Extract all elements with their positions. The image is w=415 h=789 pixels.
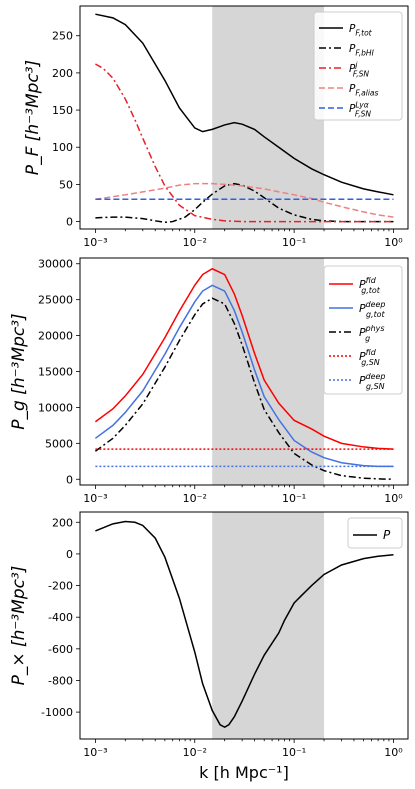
x-tick-label: 10⁻² xyxy=(183,746,207,759)
y-tick-label: -600 xyxy=(48,643,73,656)
y-tick-label: 30000 xyxy=(38,258,73,271)
legend-label: Pdeep g,SN xyxy=(359,372,385,391)
legend-label: Pj F,SN xyxy=(349,60,369,78)
y-tick-label: -200 xyxy=(48,580,73,593)
y-tick-label: -400 xyxy=(48,611,73,624)
legend-label: PF,tot xyxy=(349,23,373,38)
y-tick-label: 100 xyxy=(52,141,73,154)
series-line-1 xyxy=(94,267,394,450)
series-line-3 xyxy=(95,63,394,223)
x-tick-label: 10⁻² xyxy=(183,236,207,249)
y-tick-label: 250 xyxy=(52,30,73,43)
x-tick-label: 10⁻¹ xyxy=(282,746,306,759)
x-tick-label: 10⁻¹ xyxy=(282,492,306,505)
plot-frame xyxy=(79,511,409,740)
x-tick-label: 10⁻³ xyxy=(83,236,107,249)
y-tick-label: 50 xyxy=(59,178,73,191)
y-tick-label: 20000 xyxy=(38,330,73,343)
legend-label: Pphys g xyxy=(359,324,384,343)
y-axis-label: P_g [h⁻³Mpc³] xyxy=(9,313,29,429)
plot-frame xyxy=(79,5,409,230)
legend: PF,tot PF,bHI Pj F,SN PF,alias PLyα F,SN xyxy=(313,11,403,121)
shaded-band xyxy=(212,258,325,485)
chart-panel-3: 10⁻³ 10⁻² 10⁻¹ 10⁰ -1000 -800 -600 -400 -200 0 200… xyxy=(9,511,409,782)
y-tick-label: -1000 xyxy=(41,706,73,719)
x-tick-label: 10⁰ xyxy=(384,746,403,759)
y-tick-label: 5000 xyxy=(45,437,73,450)
legend-label: PF,bHI xyxy=(349,43,375,58)
legend-label: PF,alias xyxy=(349,83,379,98)
series-line-4 xyxy=(95,182,394,218)
legend-box xyxy=(313,11,403,121)
legend-box xyxy=(323,265,403,395)
y-axis-label: P_F [h⁻³Mpc³] xyxy=(23,60,43,175)
y-tick-label: 0 xyxy=(66,548,73,561)
legend-label: P xyxy=(383,528,391,542)
y-tick-label: 10000 xyxy=(38,401,73,414)
y-tick-label: 0 xyxy=(66,216,73,229)
series-line-1 xyxy=(95,520,394,728)
legend: Pfid g,tot Pdeep g,tot Pphys g Pfid g,SN Pdeep g,… xyxy=(323,265,403,395)
legend-label: PLyα F,SN xyxy=(349,100,371,118)
y-tick-label: 200 xyxy=(52,67,73,80)
y-tick-label: 150 xyxy=(52,104,73,117)
x-tick-label: 10⁰ xyxy=(384,492,403,505)
y-tick-label: 0 xyxy=(66,473,73,486)
series-line-3 xyxy=(94,297,394,480)
x-axis-label: k [h Mpc⁻¹] xyxy=(199,763,289,782)
legend: P xyxy=(347,517,403,549)
y-axis-label: P_× [h⁻³Mpc³] xyxy=(9,566,29,686)
y-tick-label: 200 xyxy=(52,516,73,529)
x-tick-label: 10⁰ xyxy=(384,236,403,249)
series-line-2 xyxy=(94,284,394,468)
x-tick-label: 10⁻² xyxy=(183,492,207,505)
x-tick-label: 10⁻¹ xyxy=(282,236,306,249)
y-tick-label: -800 xyxy=(48,674,73,687)
y-tick-label: 25000 xyxy=(38,294,73,307)
x-tick-label: 10⁻³ xyxy=(83,492,107,505)
legend-label: Pdeep g,tot xyxy=(359,300,386,319)
legend-box xyxy=(347,517,403,549)
legend-label: Pfid g,tot xyxy=(359,276,381,295)
x-tick-label: 10⁻³ xyxy=(83,746,107,759)
chart-panel-2: 10⁻³ 10⁻² 10⁻¹ 10⁰ 0 5000 10000 15000 20000 25000… xyxy=(9,257,409,505)
chart-panel-1: 10⁻³ 10⁻² 10⁻¹ 10⁰ 0 50 100 150 200 250 P_F [h⁻³Mp… xyxy=(23,5,409,249)
shaded-band xyxy=(212,512,325,739)
shaded-band xyxy=(212,6,325,229)
legend-label: Pfid g,SN xyxy=(359,348,380,367)
y-tick-label: 15000 xyxy=(38,366,73,379)
series-line-1 xyxy=(95,13,394,196)
